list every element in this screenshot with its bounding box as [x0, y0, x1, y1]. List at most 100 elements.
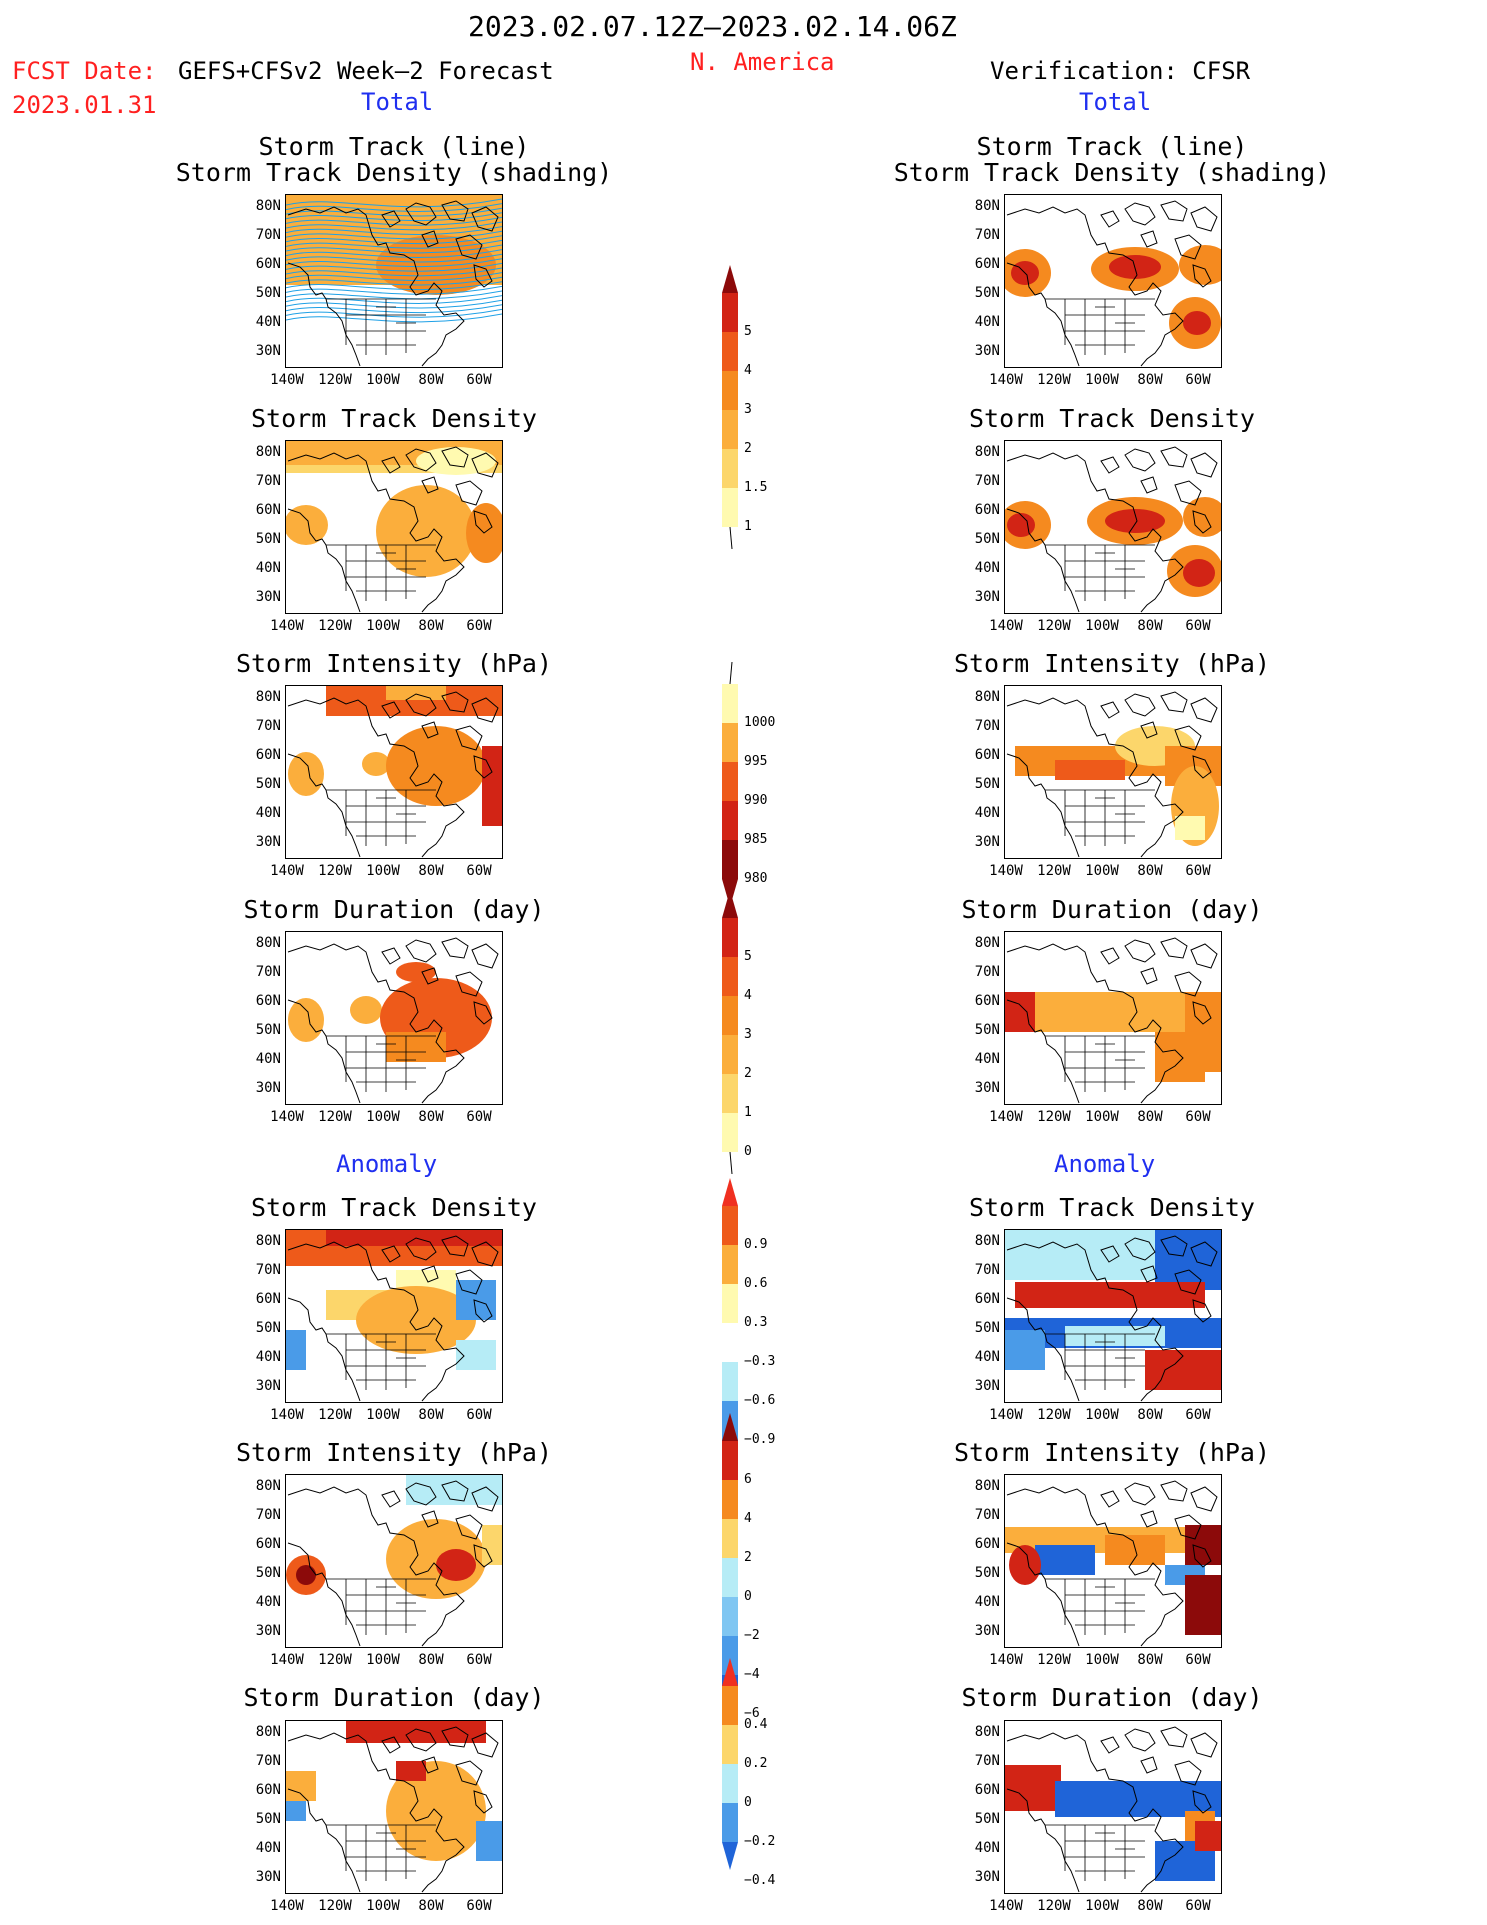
title-intensity-right: Storm Intensity (hPa) — [953, 649, 1271, 678]
lat-tick-label: 60N — [974, 256, 1000, 272]
lon-tick-label: 140W — [270, 1652, 304, 1668]
anom-density-forecast-map — [285, 1229, 503, 1403]
lon-tick-label: 140W — [270, 1898, 304, 1914]
lat-tick-label: 80N — [974, 935, 1000, 951]
title-intensity-left: Storm Intensity (hPa) — [235, 649, 553, 678]
lat-tick-label: 70N — [974, 473, 1000, 489]
lat-tick-label: 40N — [974, 1349, 1000, 1365]
lon-tick-label: 140W — [989, 1652, 1023, 1668]
date-range-title: 2023.02.07.12Z–2023.02.14.06Z — [468, 10, 957, 43]
lat-tick-label: 40N — [974, 314, 1000, 330]
title-duration-right: Storm Duration (day) — [961, 895, 1263, 924]
lon-tick-label: 120W — [318, 372, 352, 388]
colorbar-tick-label: 1000 — [744, 715, 776, 730]
lat-tick-label: 30N — [974, 834, 1000, 850]
lon-tick-label: 60W — [466, 1652, 492, 1668]
lon-tick-label: 140W — [989, 618, 1023, 634]
lon-tick-label: 80W — [1137, 863, 1163, 879]
lon-tick-label: 100W — [1085, 1898, 1119, 1914]
lat-tick-label: 70N — [255, 1507, 281, 1523]
colorbar-tick-label: 0 — [744, 1795, 752, 1810]
lon-tick-label: 60W — [1185, 1652, 1211, 1668]
lon-tick-label: 100W — [1085, 372, 1119, 388]
title-anom-intensity-right: Storm Intensity (hPa) — [953, 1438, 1271, 1467]
lon-tick-label: 80W — [1137, 1407, 1163, 1423]
colorbar-tick-label: 5 — [744, 324, 752, 339]
lat-tick-label: 40N — [255, 1594, 281, 1610]
lon-tick-label: 80W — [418, 863, 444, 879]
lat-tick-label: 50N — [974, 776, 1000, 792]
lat-tick-label: 80N — [974, 1233, 1000, 1249]
lon-tick-label: 80W — [1137, 1898, 1163, 1914]
lon-tick-label: 100W — [1085, 1109, 1119, 1125]
intensity-verification-map — [1004, 685, 1222, 859]
anom-duration-verification-map — [1004, 1720, 1222, 1894]
title-anom-density-left: Storm Track Density — [251, 1193, 537, 1222]
lat-tick-label: 60N — [974, 1291, 1000, 1307]
anom-density-verification-map — [1004, 1229, 1222, 1403]
lat-tick-label: 30N — [255, 1869, 281, 1885]
lon-tick-label: 120W — [318, 1407, 352, 1423]
lat-tick-label: 30N — [255, 834, 281, 850]
lat-tick-label: 80N — [255, 1478, 281, 1494]
lat-tick-label: 30N — [255, 343, 281, 359]
lat-tick-label: 40N — [255, 1840, 281, 1856]
lon-tick-label: 60W — [1185, 1898, 1211, 1914]
track-forecast-map — [285, 194, 503, 368]
lat-tick-label: 60N — [255, 993, 281, 1009]
lat-tick-label: 80N — [255, 444, 281, 460]
title-density-right: Storm Track Density — [969, 404, 1255, 433]
lat-tick-label: 40N — [974, 1594, 1000, 1610]
lat-tick-label: 60N — [974, 1782, 1000, 1798]
colorbar-tick-label: 0.3 — [744, 1315, 768, 1330]
lat-tick-label: 70N — [974, 964, 1000, 980]
title-density-left: Storm Track Density — [251, 404, 537, 433]
lon-tick-label: 100W — [366, 1407, 400, 1423]
lon-tick-label: 120W — [318, 1109, 352, 1125]
lon-tick-label: 120W — [1037, 1652, 1071, 1668]
lon-tick-label: 60W — [466, 618, 492, 634]
lat-tick-label: 40N — [974, 1051, 1000, 1067]
lat-tick-label: 30N — [974, 343, 1000, 359]
lon-tick-label: 60W — [466, 1407, 492, 1423]
colorbar-tick-label: 2 — [744, 441, 752, 456]
colorbar-tick-label: 4 — [744, 988, 752, 1003]
lon-tick-label: 80W — [418, 1898, 444, 1914]
colorbar-tick-label: 0.6 — [744, 1276, 768, 1291]
lon-tick-label: 80W — [1137, 372, 1163, 388]
title-anom-intensity-left: Storm Intensity (hPa) — [235, 1438, 553, 1467]
title-track-shading-left: Storm Track Density (shading) — [175, 158, 613, 187]
lat-tick-label: 30N — [255, 1623, 281, 1639]
title-track-line-left: Storm Track (line) — [258, 132, 530, 161]
colorbar-tick-label: 995 — [744, 754, 768, 769]
lat-tick-label: 50N — [255, 1811, 281, 1827]
lon-tick-label: 120W — [318, 863, 352, 879]
lon-tick-label: 100W — [366, 372, 400, 388]
lon-tick-label: 60W — [466, 372, 492, 388]
anom-intensity-verification-map — [1004, 1474, 1222, 1648]
title-anom-duration-left: Storm Duration (day) — [243, 1683, 545, 1712]
title-anom-density-right: Storm Track Density — [969, 1193, 1255, 1222]
lon-tick-label: 80W — [1137, 1652, 1163, 1668]
lon-tick-label: 60W — [466, 1898, 492, 1914]
lat-tick-label: 40N — [255, 805, 281, 821]
colorbar-tick-label: 0.4 — [744, 1717, 768, 1732]
lat-tick-label: 50N — [255, 531, 281, 547]
lon-tick-label: 60W — [466, 863, 492, 879]
lat-tick-label: 60N — [255, 1536, 281, 1552]
lat-tick-label: 80N — [974, 444, 1000, 460]
lon-tick-label: 100W — [366, 1109, 400, 1125]
lat-tick-label: 80N — [974, 1478, 1000, 1494]
lat-tick-label: 50N — [974, 1811, 1000, 1827]
lon-tick-label: 100W — [366, 863, 400, 879]
lon-tick-label: 60W — [1185, 1109, 1211, 1125]
total-right-label: Total — [1079, 88, 1152, 116]
lat-tick-label: 70N — [255, 227, 281, 243]
colorbar-tick-label: 3 — [744, 1027, 752, 1042]
colorbar-tick-label: 2 — [744, 1550, 752, 1565]
colorbar-tick-label: 4 — [744, 363, 752, 378]
anom-duration-forecast-map — [285, 1720, 503, 1894]
lat-tick-label: 30N — [974, 1080, 1000, 1096]
lon-tick-label: 60W — [1185, 618, 1211, 634]
lon-tick-label: 140W — [989, 1898, 1023, 1914]
